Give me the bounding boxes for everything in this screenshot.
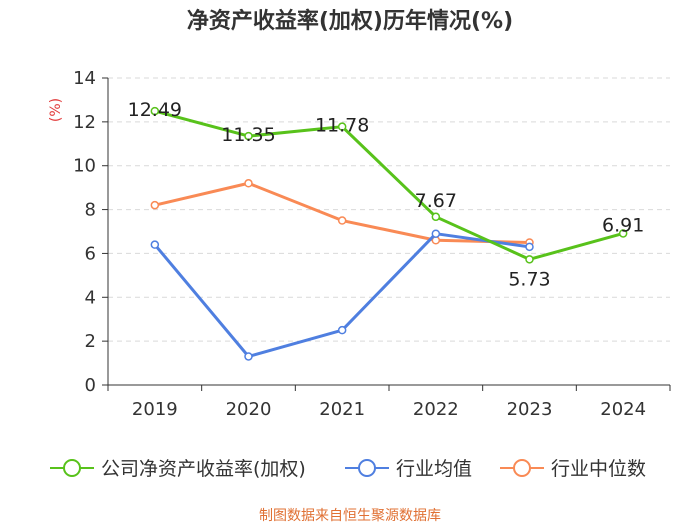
y-tick-label: 12 <box>73 112 96 133</box>
data-point <box>525 242 534 252</box>
legend-swatch-marker <box>358 459 376 477</box>
y-tick-label: 4 <box>85 287 96 308</box>
legend-label: 公司净资产收益率(加权) <box>101 458 306 480</box>
y-tick-label: 10 <box>73 156 96 177</box>
legend: 公司净资产收益率(加权) 行业均值 行业中位数 <box>50 458 646 480</box>
data-point <box>337 216 347 225</box>
series-lines <box>150 106 628 361</box>
y-tick-label: 8 <box>85 200 96 221</box>
data-point <box>618 229 628 238</box>
data-point <box>244 352 253 361</box>
data-point <box>244 179 253 188</box>
data-point <box>244 131 253 141</box>
data-point <box>431 212 441 222</box>
legend-label: 行业中位数 <box>551 458 646 480</box>
grid <box>108 77 670 342</box>
data-label: 11.35 <box>221 124 275 146</box>
data-point <box>150 106 160 116</box>
y-tick-label: 6 <box>85 243 96 264</box>
x-tick-label: 2020 <box>226 399 272 420</box>
legend-swatch-marker <box>63 459 81 477</box>
data-point <box>150 240 160 249</box>
x-tick-label: 2023 <box>507 399 553 420</box>
data-label: 11.78 <box>315 115 369 137</box>
data-label: 5.73 <box>508 268 550 290</box>
x-tick-label: 2019 <box>132 399 178 420</box>
data-point <box>337 122 347 131</box>
x-tick-label: 2024 <box>600 399 646 420</box>
data-label: 12.49 <box>128 99 182 121</box>
data-point <box>525 255 534 264</box>
axes: 0 2 4 6 8 10 12 14 2019 2020 2021 2022 2023 2024 <box>73 68 671 420</box>
data-point <box>150 200 160 210</box>
series-line <box>154 109 624 261</box>
legend-label: 行业均值 <box>396 458 472 480</box>
y-tick-label: 2 <box>85 331 96 352</box>
data-point <box>431 229 441 238</box>
chart-title: 净资产收益率(加权)历年情况(%) <box>187 8 513 34</box>
source-note: 制图数据来自恒生聚源数据库 <box>259 508 441 524</box>
series-line <box>153 232 530 358</box>
y-axis-label: (%) <box>48 98 64 122</box>
data-point <box>337 325 347 335</box>
legend-swatch-marker <box>513 459 531 477</box>
y-tick-label: 0 <box>85 375 96 396</box>
x-tick-label: 2021 <box>319 399 365 420</box>
x-tick-label: 2022 <box>413 399 459 420</box>
data-labels: 12.49 11.35 11.78 7.67 5.73 6.91 <box>128 99 645 290</box>
data-label: 7.67 <box>415 190 457 212</box>
data-label: 6.91 <box>602 214 644 236</box>
y-tick-label: 14 <box>73 68 96 89</box>
